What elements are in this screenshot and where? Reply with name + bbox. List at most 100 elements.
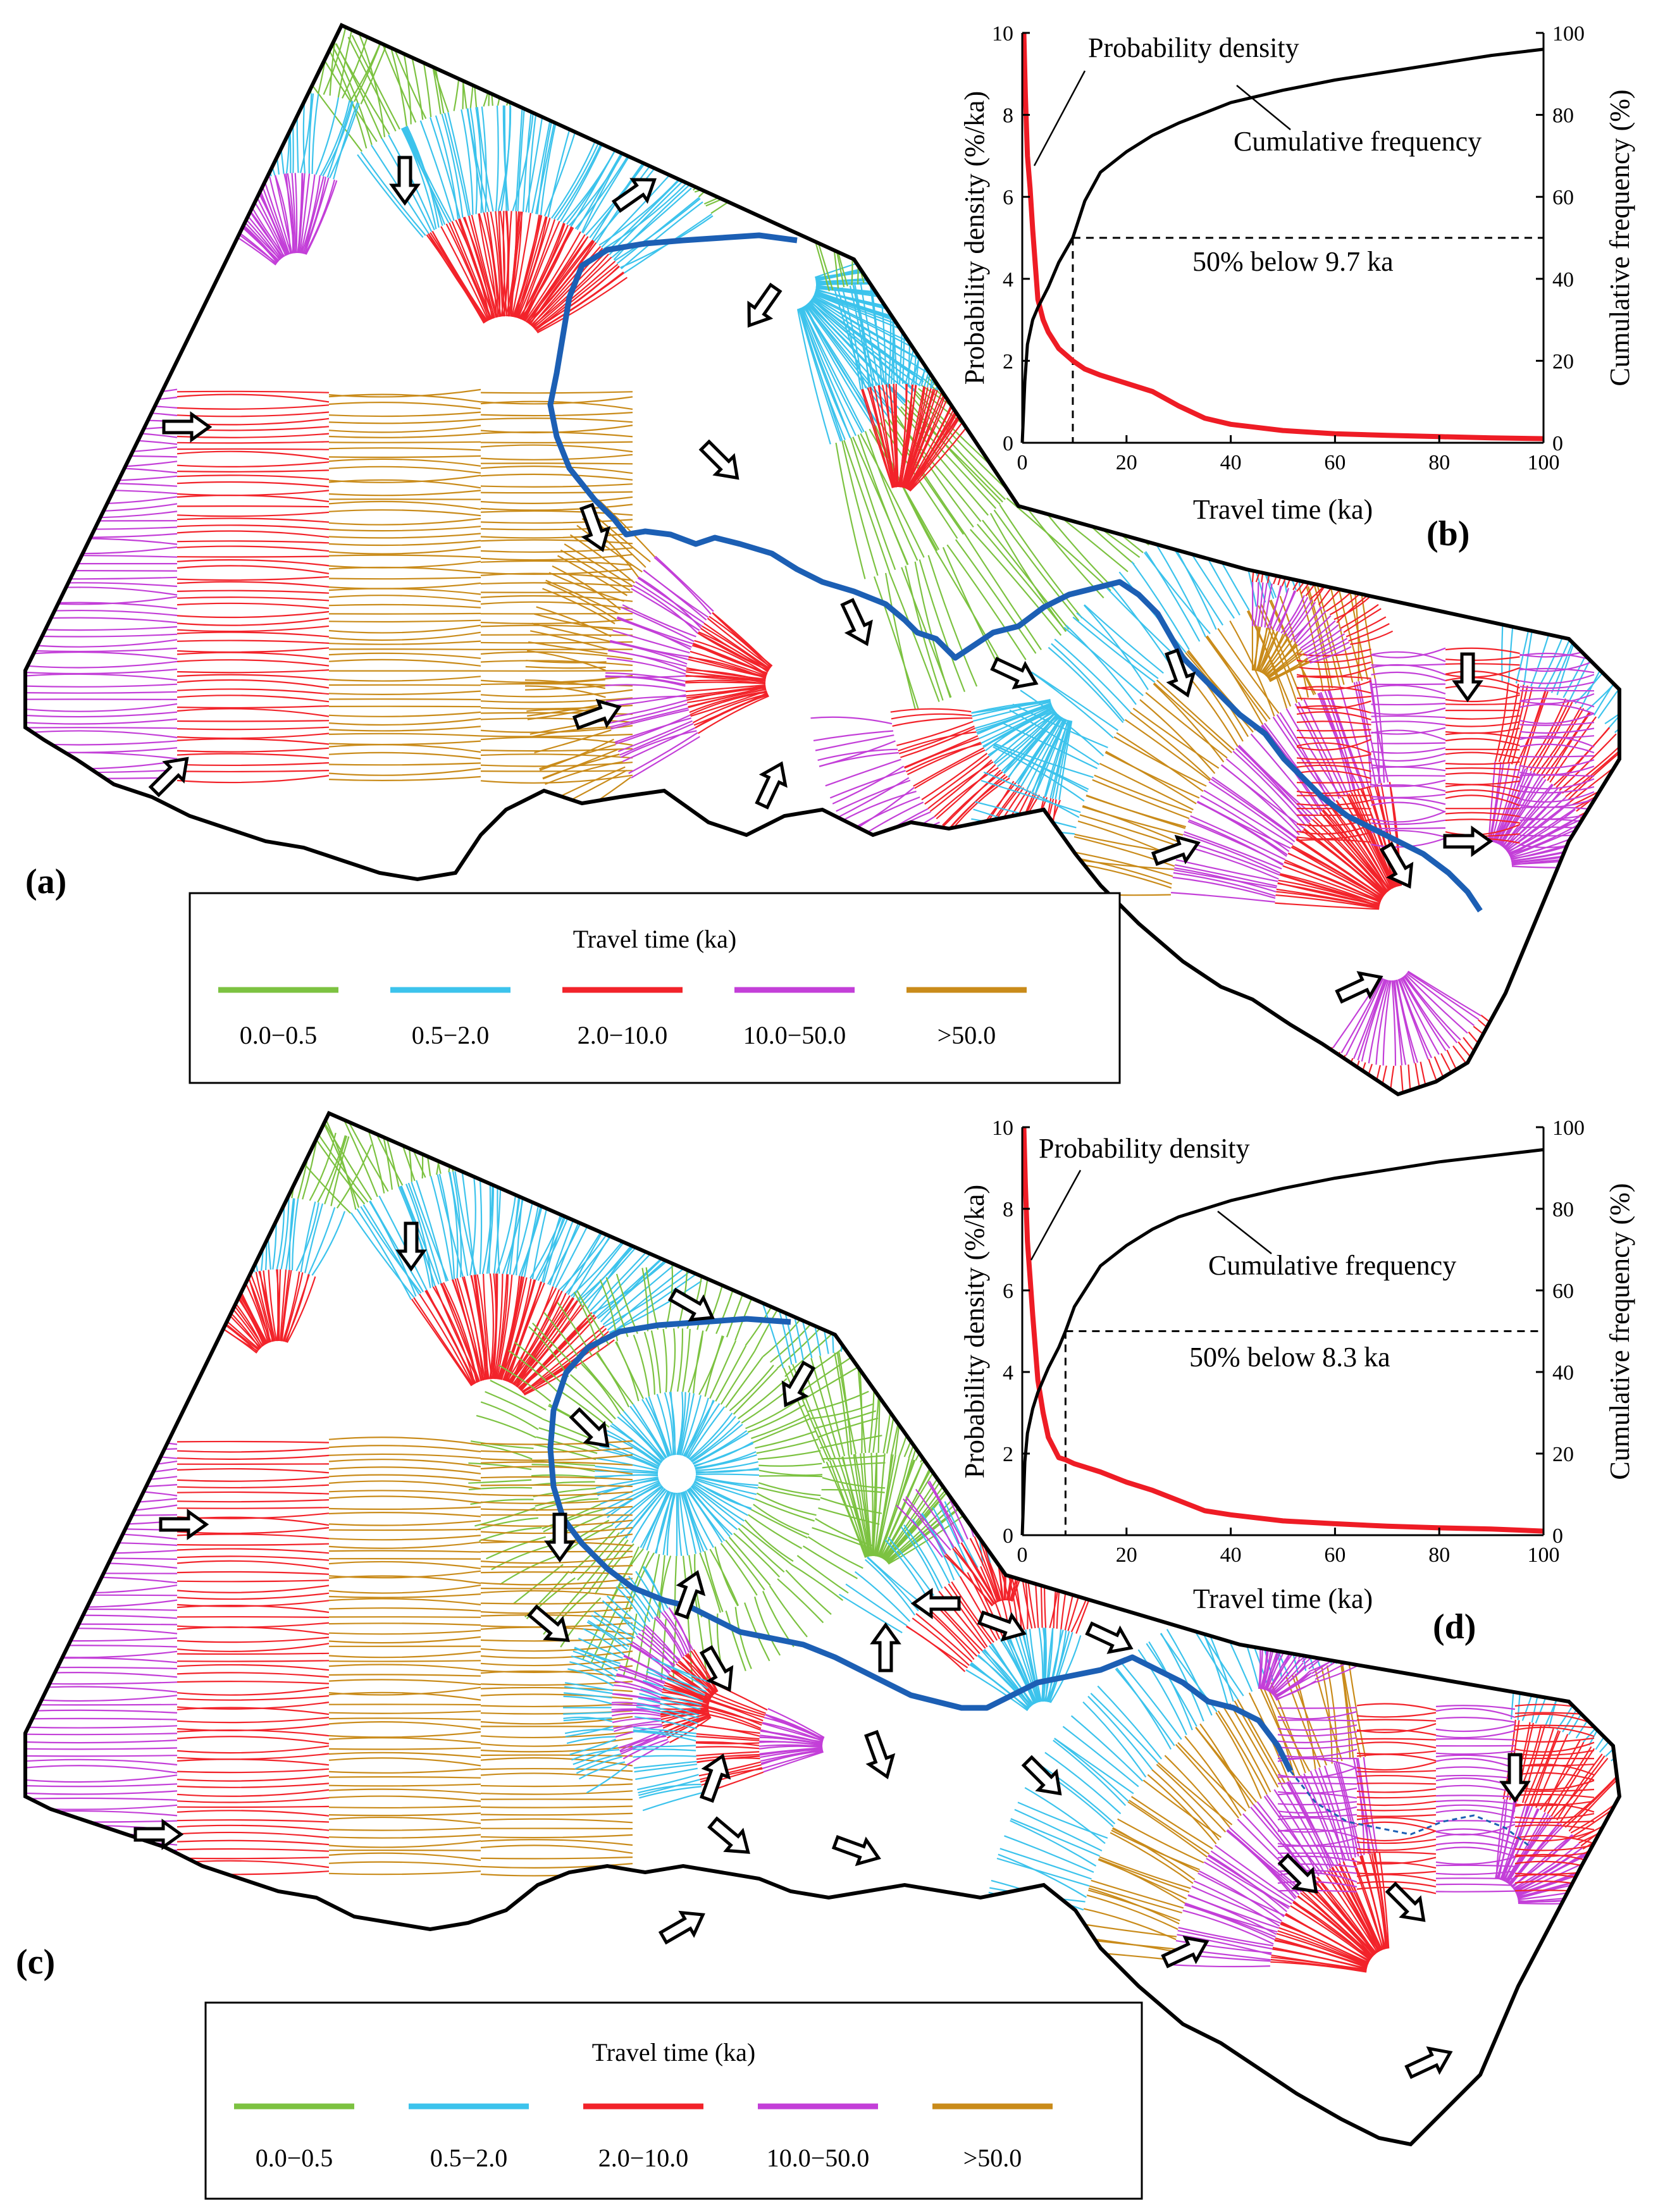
flowline bbox=[638, 1779, 700, 1796]
flowline bbox=[176, 1848, 330, 1852]
flowline bbox=[486, 1536, 546, 1560]
flowline bbox=[645, 1397, 670, 1457]
flowline bbox=[1203, 1861, 1285, 1918]
flowline bbox=[527, 703, 607, 717]
flowline bbox=[1132, 707, 1220, 769]
flowline bbox=[1117, 1818, 1204, 1863]
flowline bbox=[1290, 1905, 1371, 1961]
flowline bbox=[1277, 1828, 1358, 1838]
flowline bbox=[1296, 661, 1371, 670]
flowline bbox=[618, 1668, 664, 1687]
flowline bbox=[633, 1334, 650, 1397]
flow-arrows-c bbox=[133, 1221, 1531, 2079]
flowline bbox=[480, 1805, 633, 1808]
flowline bbox=[598, 499, 655, 558]
flowline bbox=[1277, 1731, 1358, 1737]
flowline bbox=[864, 1559, 916, 1616]
flowline bbox=[646, 1671, 705, 1696]
flowline bbox=[328, 1535, 481, 1541]
cdf-line-chart-b bbox=[1020, 47, 1544, 443]
flowline bbox=[480, 733, 633, 738]
flowline bbox=[729, 1364, 774, 1412]
flowline bbox=[529, 239, 593, 326]
flowline bbox=[1280, 1784, 1329, 1870]
flowline bbox=[832, 1459, 867, 1558]
flowline bbox=[860, 1453, 872, 1557]
flowline bbox=[758, 1482, 821, 1497]
flowline bbox=[1259, 631, 1278, 673]
flowline bbox=[1519, 743, 1595, 753]
flowline bbox=[291, 1199, 299, 1271]
flowline bbox=[612, 1693, 661, 1700]
flowline bbox=[860, 433, 925, 558]
flowline bbox=[737, 1378, 788, 1419]
flowline bbox=[1166, 1629, 1213, 1716]
flowline bbox=[1094, 774, 1192, 813]
flowline bbox=[176, 708, 330, 717]
flowline bbox=[430, 117, 461, 219]
flow-arrow-icon bbox=[611, 178, 657, 213]
flowline bbox=[696, 1733, 760, 1740]
flowline bbox=[929, 1480, 963, 1543]
flowline bbox=[480, 748, 633, 752]
flowline bbox=[1309, 646, 1352, 664]
flowline bbox=[1047, 1629, 1064, 1702]
flowline bbox=[994, 743, 1094, 779]
flowline bbox=[693, 692, 768, 726]
y-tick-label: 8 bbox=[1003, 1198, 1013, 1221]
flowline bbox=[1435, 1750, 1516, 1755]
flowline bbox=[176, 1717, 330, 1724]
flowline bbox=[1526, 698, 1566, 770]
annotation-cdf-b: Cumulative frequency bbox=[1234, 126, 1482, 157]
panel-label-b: (b) bbox=[1426, 514, 1469, 553]
flowline bbox=[1197, 1872, 1285, 1917]
flowline bbox=[480, 1757, 633, 1767]
flowline bbox=[539, 738, 614, 771]
flowline bbox=[693, 1330, 704, 1393]
flowline bbox=[25, 639, 178, 648]
flowline bbox=[431, 231, 488, 322]
flowline bbox=[176, 732, 330, 739]
flowline bbox=[1030, 671, 1119, 731]
flowline bbox=[700, 627, 770, 670]
flowline bbox=[1445, 694, 1520, 703]
flowline bbox=[843, 440, 890, 572]
flowline bbox=[522, 1325, 605, 1393]
flowline bbox=[468, 1479, 532, 1484]
flowline bbox=[1232, 750, 1307, 827]
flowline bbox=[955, 539, 1037, 654]
flowline bbox=[1089, 1885, 1182, 1914]
flowline bbox=[1502, 783, 1553, 848]
flowline bbox=[176, 524, 330, 531]
flowline bbox=[969, 1538, 999, 1603]
flowline bbox=[176, 1454, 330, 1460]
flowline bbox=[25, 633, 178, 638]
flowline bbox=[25, 660, 178, 669]
flowline bbox=[176, 469, 330, 473]
flowline bbox=[755, 1498, 815, 1522]
flowline bbox=[854, 284, 874, 386]
flowline bbox=[1515, 1855, 1587, 1893]
flowline bbox=[750, 1509, 808, 1539]
flowline bbox=[945, 1553, 994, 1606]
flowline bbox=[328, 1453, 481, 1459]
flowline bbox=[1276, 891, 1380, 909]
flowline bbox=[1296, 705, 1371, 714]
flowline bbox=[1356, 1844, 1437, 1851]
flowline bbox=[1514, 1830, 1595, 1842]
flowline bbox=[1514, 1803, 1595, 1813]
flowline bbox=[638, 1783, 702, 1794]
flowline bbox=[440, 1283, 481, 1382]
flowline bbox=[311, 94, 319, 175]
flowline bbox=[703, 1696, 765, 1718]
flowline bbox=[176, 1548, 330, 1554]
flowline bbox=[1498, 1801, 1518, 1880]
flowline bbox=[176, 517, 330, 523]
flowline bbox=[176, 762, 330, 767]
flowline bbox=[1272, 1665, 1308, 1696]
flowline bbox=[328, 1622, 481, 1626]
flowline bbox=[1116, 732, 1204, 792]
flowline bbox=[300, 174, 316, 254]
flow-arrow-icon bbox=[864, 1729, 896, 1779]
flowline bbox=[1356, 1703, 1437, 1711]
